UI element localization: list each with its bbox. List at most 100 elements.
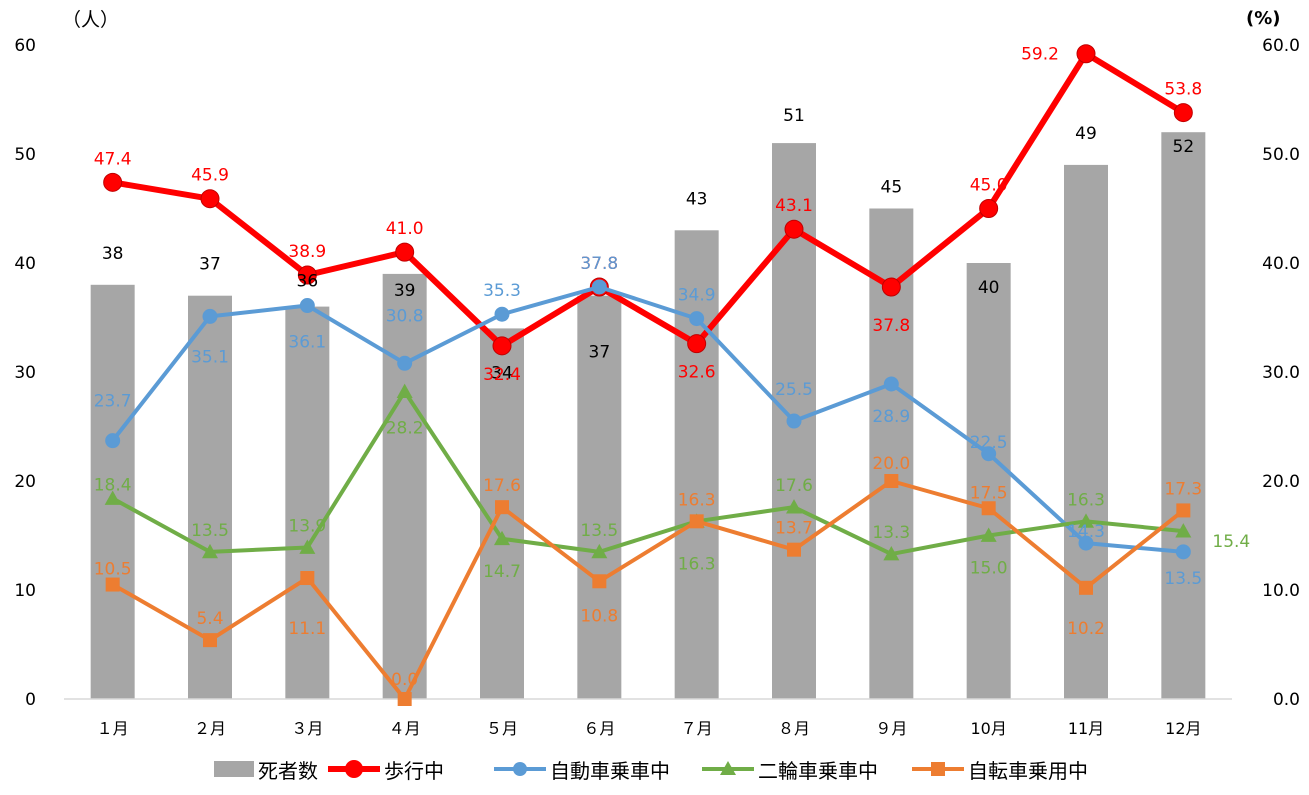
series-value-label: 28.2 <box>386 419 424 439</box>
series-value-label: 41.0 <box>386 219 424 239</box>
series-value-label: 16.3 <box>1067 490 1105 510</box>
series-value-label: 15.0 <box>970 559 1008 579</box>
bar-value-label: 37 <box>589 343 611 363</box>
data-point <box>395 242 415 262</box>
right-tick-label: 0.0 <box>1273 690 1300 710</box>
series-value-label: 15.4 <box>1212 532 1250 552</box>
series-value-label: 37.8 <box>580 254 618 274</box>
data-point <box>787 542 801 557</box>
series-value-label: 17.6 <box>483 476 521 496</box>
bar <box>382 273 427 699</box>
series-value-label: 43.1 <box>775 196 813 216</box>
series-value-label: 14.7 <box>483 562 521 582</box>
legend-label: 死者数 <box>258 759 318 783</box>
x-tick-label: ６月 <box>583 719 615 738</box>
data-point <box>883 376 899 392</box>
data-point <box>784 219 804 239</box>
right-axis-unit: (%) <box>1246 8 1281 29</box>
data-point <box>591 279 607 295</box>
legend-marker <box>931 762 945 776</box>
bar-value-label: 36 <box>297 272 319 292</box>
left-tick-label: 30 <box>14 363 36 383</box>
x-tick-label: 11月 <box>1068 719 1104 738</box>
data-point <box>689 311 705 327</box>
series-value-label: 10.2 <box>1067 619 1105 639</box>
series-value-label: 37.8 <box>872 316 910 336</box>
series-value-label: 22.5 <box>970 433 1008 453</box>
x-tick-label: ２月 <box>194 719 226 738</box>
data-point <box>980 527 997 542</box>
left-axis-unit: （人） <box>62 9 119 31</box>
right-tick-label: 50.0 <box>1262 145 1300 165</box>
left-tick-label: 50 <box>14 145 36 165</box>
series-value-label: 36.1 <box>288 333 326 353</box>
data-point <box>687 334 707 354</box>
data-point <box>299 298 315 314</box>
data-point <box>202 543 218 559</box>
series-value-label: 13.5 <box>1164 569 1202 589</box>
series-line <box>110 284 1186 554</box>
series-value-label: 13.9 <box>288 516 326 536</box>
series-line <box>109 50 1187 349</box>
data-point <box>979 199 999 218</box>
bar <box>966 263 1011 699</box>
data-point <box>494 306 510 322</box>
series-value-label: 0.0 <box>391 670 418 690</box>
data-point <box>299 539 316 554</box>
series-value-label: 17.5 <box>970 483 1008 503</box>
series-value-label: 25.5 <box>775 380 813 400</box>
series-value-label: 16.3 <box>678 554 716 574</box>
legend-label: 二輪車乗車中 <box>758 759 878 783</box>
data-point <box>1176 503 1191 518</box>
data-point <box>200 189 220 209</box>
x-tick-label: ４月 <box>389 719 421 738</box>
series-value-label: 11.1 <box>288 619 326 639</box>
left-tick-label: 20 <box>14 472 36 492</box>
series-value-label: 35.1 <box>191 347 229 367</box>
data-point <box>396 383 413 399</box>
legend-marker <box>345 760 363 778</box>
series-value-label: 13.3 <box>872 523 910 543</box>
x-tick-label: ９月 <box>875 719 907 738</box>
bar-value-label: 43 <box>686 189 708 209</box>
legend-label: 自転車乗用中 <box>968 759 1088 783</box>
data-point <box>105 433 121 449</box>
series-value-label: 16.3 <box>678 490 716 510</box>
data-point <box>1076 44 1096 64</box>
data-point <box>981 446 997 462</box>
right-tick-label: 20.0 <box>1262 472 1300 492</box>
data-point <box>884 474 899 488</box>
legend-marker <box>720 761 736 775</box>
data-point <box>592 574 607 589</box>
series-value-label: 13.5 <box>191 521 229 541</box>
series-value-label: 28.9 <box>872 407 910 427</box>
data-point <box>1079 580 1093 595</box>
series-value-label: 47.4 <box>94 149 132 169</box>
bar-value-label: 34 <box>491 363 513 383</box>
data-point <box>494 530 510 546</box>
right-tick-label: 40.0 <box>1262 254 1300 274</box>
data-point <box>103 172 123 192</box>
data-point <box>300 571 315 586</box>
data-point <box>397 355 413 371</box>
x-tick-label: ５月 <box>486 719 518 738</box>
data-point <box>981 501 996 516</box>
bar <box>1064 164 1108 699</box>
data-point <box>1078 513 1094 528</box>
data-point <box>1173 103 1193 123</box>
series-value-label: 38.9 <box>288 242 326 262</box>
series-value-label: 14.3 <box>1067 522 1105 542</box>
bar-value-label: 52 <box>1173 137 1195 157</box>
data-point <box>883 546 900 561</box>
x-tick-label: ８月 <box>778 719 810 738</box>
bar <box>674 230 719 700</box>
series-value-label: 45.0 <box>970 176 1008 196</box>
series-value-label: 10.5 <box>94 560 132 580</box>
series-value-label: 20.0 <box>872 454 910 474</box>
series-value-label: 59.2 <box>1021 45 1059 65</box>
series-line <box>110 389 1186 557</box>
series-value-label: 32.6 <box>678 363 716 383</box>
data-point <box>689 514 704 529</box>
